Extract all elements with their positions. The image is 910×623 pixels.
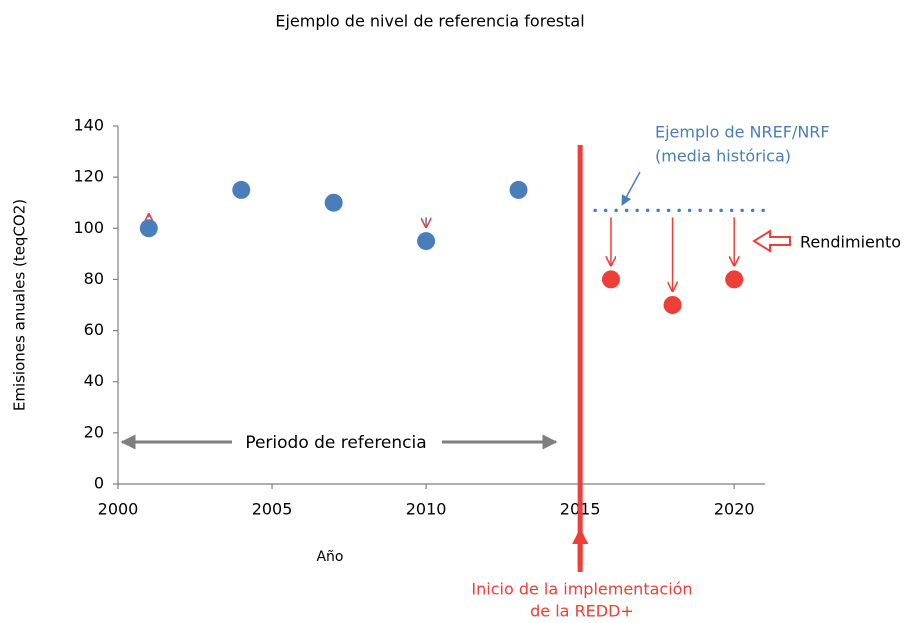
y-tick-label: 0 — [94, 474, 104, 493]
implementation-annotation: de la REDD+ — [530, 602, 634, 621]
point — [324, 193, 343, 212]
point — [232, 180, 251, 199]
point — [139, 219, 158, 238]
reference-annotation: (media histórica) — [655, 147, 791, 166]
point — [509, 180, 528, 199]
point — [417, 232, 436, 251]
x-tick-label: 2010 — [406, 500, 447, 519]
y-axis-label: Emisiones anuales (teqCO2) — [11, 199, 29, 411]
x-tick-label: 2000 — [98, 500, 139, 519]
y-tick-label: 40 — [84, 371, 104, 390]
x-tick-label: 2005 — [252, 500, 293, 519]
point — [663, 296, 682, 314]
implementation-annotation: Inicio de la implementación — [471, 580, 692, 599]
performance-arrow — [752, 229, 791, 253]
chart-title: Ejemplo de nivel de referencia forestal — [275, 12, 584, 31]
x-axis-label: Año — [316, 549, 343, 565]
performance-annotation: Rendimiento — [800, 233, 901, 252]
implementation-arrowhead — [572, 528, 589, 544]
point — [601, 270, 620, 289]
y-tick-label: 20 — [84, 422, 104, 441]
y-tick-label: 60 — [84, 320, 104, 339]
reference-annotation: Ejemplo de NREF/NRF — [655, 123, 830, 142]
y-tick-label: 100 — [73, 218, 104, 237]
annotation-arrow — [621, 171, 641, 206]
x-tick-label: 2020 — [714, 500, 755, 519]
point — [725, 270, 744, 289]
y-tick-label: 140 — [73, 116, 104, 135]
y-tick-label: 120 — [73, 167, 104, 186]
y-tick-label: 80 — [84, 269, 104, 288]
period-annotation: Periodo de referencia — [245, 433, 426, 453]
